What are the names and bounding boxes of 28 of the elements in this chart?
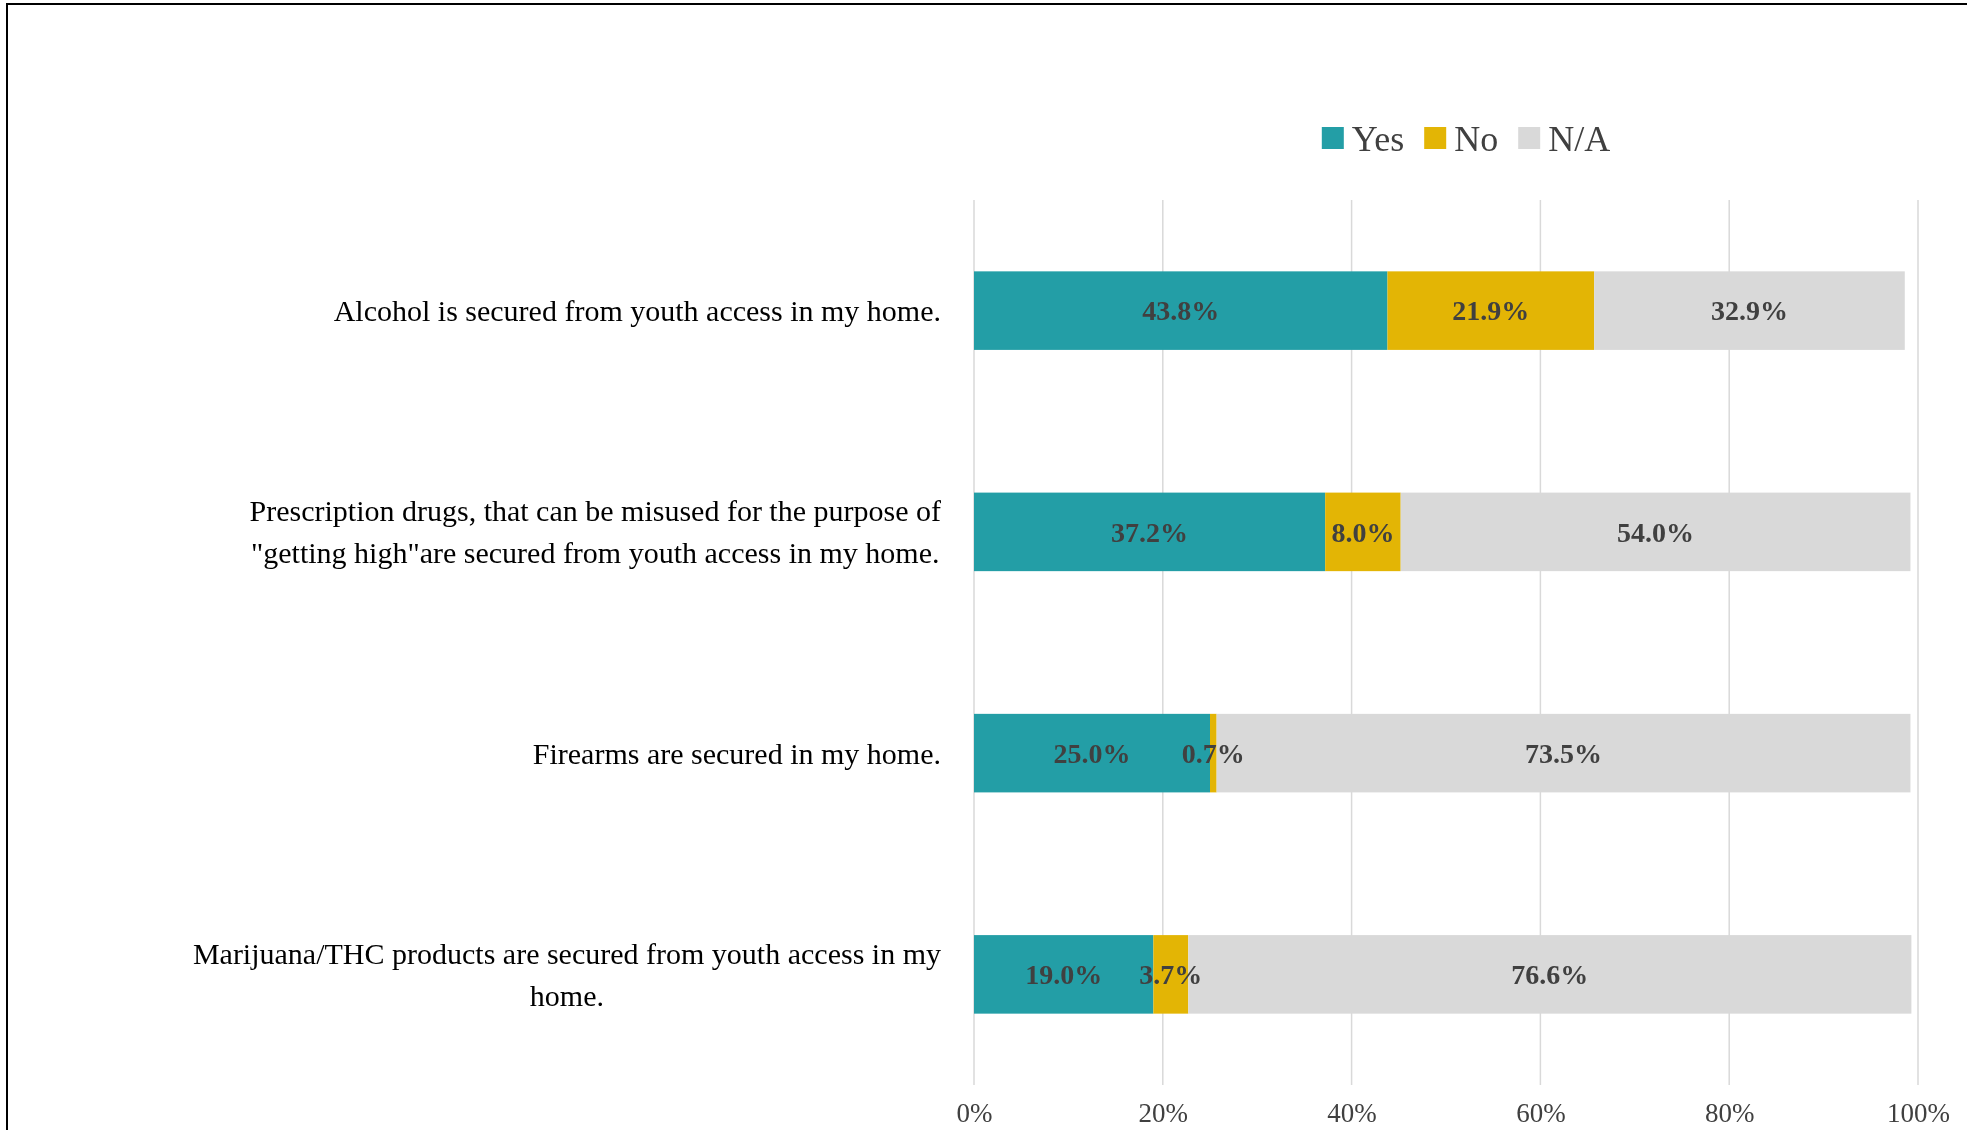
data-label: 21.9% bbox=[1452, 295, 1530, 327]
data-label: 19.0% bbox=[1025, 959, 1103, 991]
data-label: 76.6% bbox=[1511, 959, 1589, 991]
y-tick-label: Marijuana/THC products are secured from youth access in my home. bbox=[192, 936, 941, 1012]
data-label: 37.2% bbox=[1111, 516, 1189, 548]
data-label: 73.5% bbox=[1525, 737, 1603, 769]
x-tick-label: 40% bbox=[1327, 1098, 1377, 1129]
data-label: 32.9% bbox=[1711, 295, 1788, 327]
bar bbox=[1325, 492, 1401, 572]
bar bbox=[1387, 271, 1595, 350]
legend-label: Yes bbox=[1351, 118, 1405, 159]
bar bbox=[974, 271, 1388, 350]
data-label: 25.0% bbox=[1053, 737, 1131, 769]
data-label: 0.7% bbox=[1181, 737, 1245, 769]
legend-label: No bbox=[1454, 118, 1499, 159]
x-tick-label: 20% bbox=[1138, 1098, 1189, 1129]
data-label: 54.0% bbox=[1617, 516, 1695, 548]
y-tick-label: Alcohol is secured from youth access in my home. bbox=[333, 294, 941, 328]
x-tick-label: 80% bbox=[1704, 1098, 1755, 1129]
x-tick-label: 0% bbox=[956, 1098, 993, 1129]
y-tick-label: Firearms are secured in my home. bbox=[532, 736, 941, 770]
legend-label: N/A bbox=[1548, 118, 1611, 159]
data-label: 8.0% bbox=[1331, 516, 1395, 548]
data-label: 43.8% bbox=[1142, 295, 1220, 327]
x-tick-label: 60% bbox=[1516, 1098, 1566, 1129]
x-tick-label: 100% bbox=[1887, 1098, 1950, 1129]
bar bbox=[974, 492, 1326, 572]
y-tick-label: Prescription drugs, that can be misused for the purpose of "getting high"are secured from youth access in my home. bbox=[249, 494, 941, 570]
